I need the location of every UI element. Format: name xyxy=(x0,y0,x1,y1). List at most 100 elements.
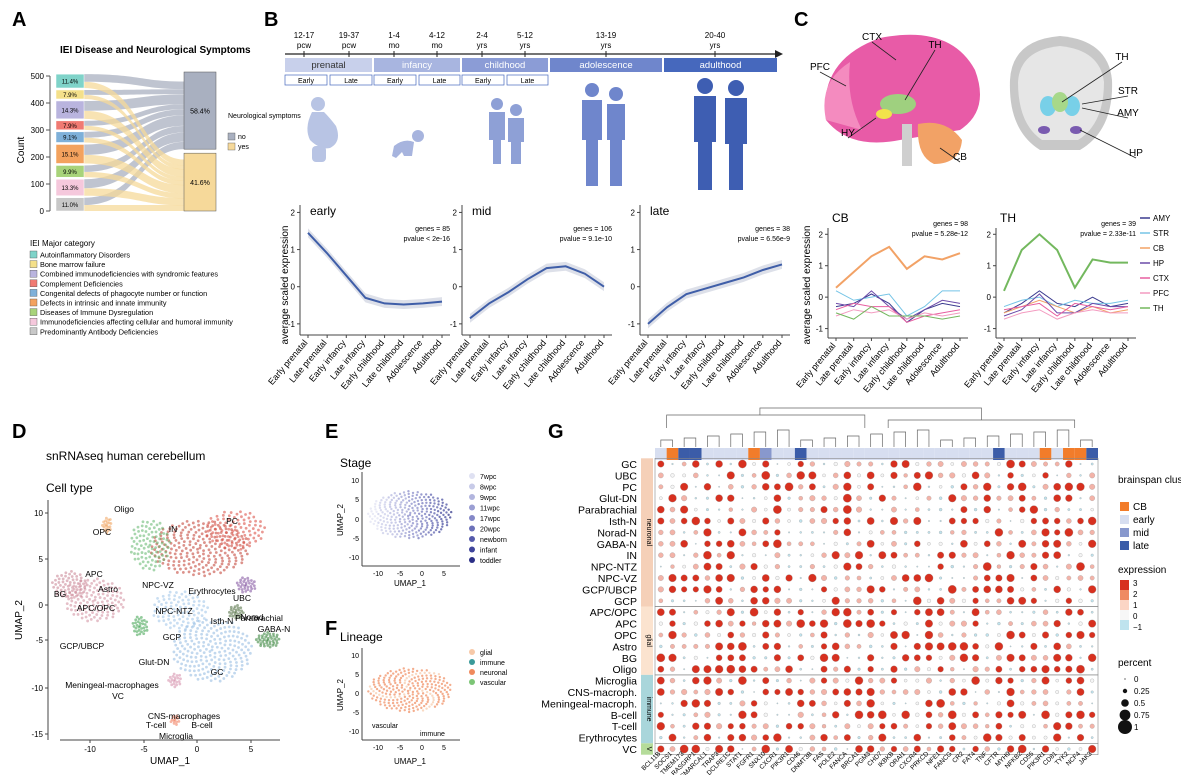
dotplot-dot xyxy=(657,688,665,696)
umap-point-in xyxy=(152,526,156,530)
umap-e-point xyxy=(393,504,397,507)
timeline-substage-box xyxy=(329,74,373,86)
umap-e-point xyxy=(427,495,430,499)
umap-point-ubc xyxy=(246,579,250,583)
umap-point-in xyxy=(164,543,168,547)
umap-f-point xyxy=(425,707,428,710)
dotplot-row-label: NPC-NTZ xyxy=(591,562,638,574)
umap-point-pc xyxy=(234,559,238,563)
dotplot-dot xyxy=(914,552,920,558)
umap-point-apc xyxy=(106,590,110,594)
brain-region-label: CB xyxy=(953,152,967,163)
dotplot-dot xyxy=(843,482,852,491)
umap-point-gc xyxy=(218,618,221,621)
umap-point-gc xyxy=(193,647,196,651)
dotplot-dot xyxy=(774,632,780,638)
umap-f-xlabel: UMAP_1 xyxy=(394,757,427,766)
dotplot-dot xyxy=(880,610,884,614)
umap-d-xtick-label: -10 xyxy=(84,745,96,754)
dotplot-dot xyxy=(948,494,957,503)
dotplot-dot xyxy=(938,655,943,660)
umap-point-norad xyxy=(240,609,244,613)
umap-point-gc xyxy=(186,649,190,653)
dotplot-dot xyxy=(901,460,910,468)
dotplot-dot xyxy=(1090,564,1095,569)
umap-e-point xyxy=(417,536,420,540)
umap-point-pc xyxy=(180,556,183,559)
dotplot-dot xyxy=(729,679,733,683)
umap-point-apc xyxy=(117,609,121,613)
umap-f-point xyxy=(429,674,433,677)
umap-point-gc xyxy=(201,662,205,666)
umap-point-bg xyxy=(66,594,70,598)
umap-point-apc xyxy=(115,590,119,594)
umap-point-pc xyxy=(189,566,193,570)
dotplot-dot xyxy=(1076,630,1085,640)
dotplot-dot xyxy=(671,599,674,603)
dotplot-dot xyxy=(833,541,838,546)
dotplot-dot xyxy=(880,530,885,535)
dotplot-dot xyxy=(1009,667,1012,671)
umap-point-gc xyxy=(218,662,222,666)
umap-d-ytick-label: -10 xyxy=(31,684,43,693)
umap-f-point xyxy=(403,681,406,685)
umap-d-cluster-label: GC xyxy=(211,667,224,677)
umap-e-point xyxy=(429,510,433,514)
umap-point-pc xyxy=(220,529,224,532)
umap-point-bg xyxy=(68,581,72,584)
dotplot-dot xyxy=(1077,517,1084,525)
dotplot-dot xyxy=(657,575,664,581)
dotplot-dot xyxy=(938,472,944,479)
umap-point-in xyxy=(147,545,150,549)
umap-point-npc xyxy=(134,621,137,625)
umap-e-point xyxy=(437,503,440,506)
dotplot-dot xyxy=(985,598,990,604)
umap-point-in xyxy=(158,560,162,563)
dotplot-row-label: NPC-VZ xyxy=(598,573,638,585)
dotplot-dot xyxy=(1042,609,1049,615)
umap-e-point xyxy=(436,523,440,527)
umap-e-point xyxy=(386,521,389,524)
umap-point-gc xyxy=(177,633,181,637)
umap-f-point xyxy=(403,679,407,682)
umap-point-npc xyxy=(145,628,149,632)
dotplot-dot xyxy=(913,574,922,582)
umap-point-ubc xyxy=(249,584,253,588)
dotplot-dot xyxy=(775,724,779,728)
umap-point-gc xyxy=(206,670,210,674)
umap-point-ubc xyxy=(252,584,256,588)
brain-region-label: TH xyxy=(928,40,941,51)
dotplot-dot xyxy=(983,505,991,514)
umap-point-gc xyxy=(198,623,202,627)
dotplot-dot xyxy=(834,747,838,751)
umap-f-point xyxy=(404,673,407,676)
dotplot-row-label: Oligo xyxy=(612,664,637,676)
dotplot-dot xyxy=(811,599,814,602)
dotplot-dot xyxy=(892,701,896,705)
dotplot-dot xyxy=(657,460,665,468)
umap-point-pc xyxy=(222,568,226,572)
umap-point-apc xyxy=(84,581,88,585)
dotplot-dot xyxy=(926,598,932,603)
umap-point-immune xyxy=(175,714,179,718)
umap-point-bg xyxy=(79,587,83,591)
dotplot-dot xyxy=(904,542,908,546)
umap-point-pc xyxy=(214,531,218,535)
umap-point-gcp xyxy=(178,608,182,612)
dotplot-dot xyxy=(740,473,744,477)
trend-ytick-label: -1 xyxy=(984,325,992,334)
umap-f-point xyxy=(412,684,415,688)
panel-d-title: snRNAseq human cerebellum xyxy=(46,449,205,463)
umap-point-gc xyxy=(226,647,230,650)
panel-a-right-stack: 41.6%58.4% xyxy=(183,71,217,212)
dotplot-dot xyxy=(656,653,666,663)
dotplot-dot xyxy=(798,644,803,649)
umap-e-point xyxy=(424,528,427,531)
umap-point-gc xyxy=(189,645,192,649)
umap-e-point xyxy=(407,495,411,499)
umap-point-apc xyxy=(70,599,74,603)
dotplot-dot xyxy=(1053,482,1062,491)
dotplot-dot xyxy=(739,518,746,524)
umap-point-pc xyxy=(207,521,211,524)
